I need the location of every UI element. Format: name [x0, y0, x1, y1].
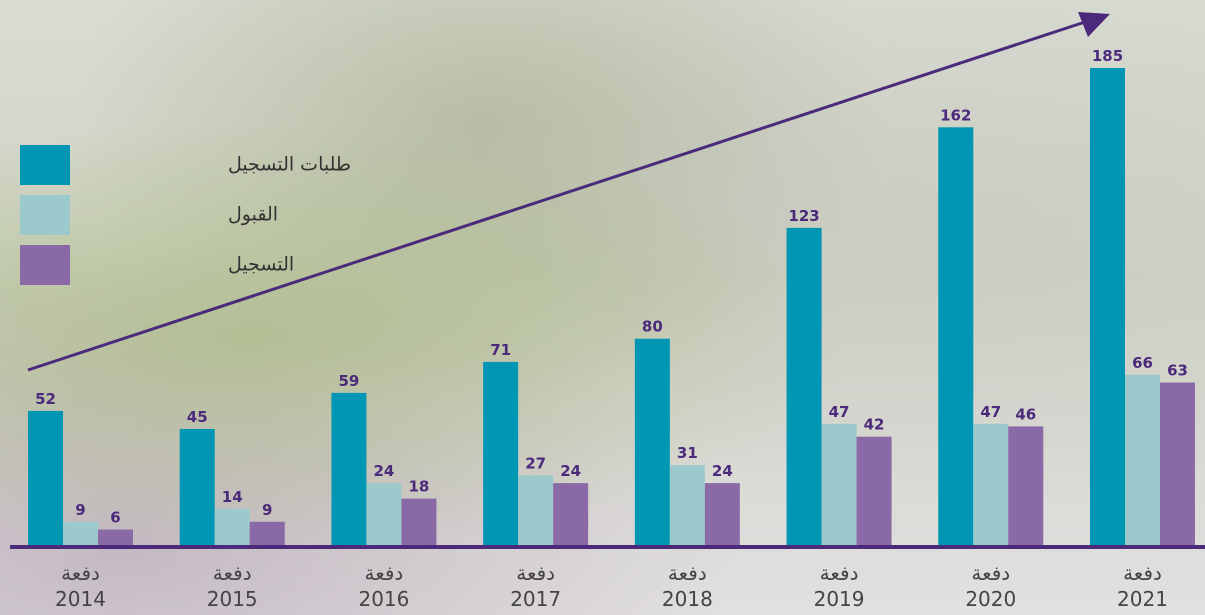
legend-swatch [20, 145, 70, 185]
value-label: 42 [864, 416, 885, 434]
value-label: 9 [75, 501, 85, 519]
legend-swatch [20, 195, 70, 235]
bar [857, 437, 892, 545]
value-label: 9 [262, 501, 272, 519]
bar [822, 424, 857, 545]
chart: 52 9 6 45 14 9 59 24 18 71 27 24 80 31 24 123 47 42 162 47 4… [0, 0, 1205, 615]
arrow-head [1078, 12, 1110, 37]
bar [1125, 375, 1160, 545]
value-label: 59 [338, 372, 359, 390]
trend-arrow [28, 22, 1085, 370]
value-label: 52 [35, 390, 56, 408]
bar [973, 424, 1008, 545]
value-label: 47 [829, 403, 850, 421]
value-label: 71 [490, 341, 511, 359]
value-label: 24 [373, 462, 394, 480]
category-label: دفعة 2020 [931, 560, 1051, 612]
bar [180, 429, 215, 545]
bar [215, 509, 250, 545]
chart-page: 52 9 6 45 14 9 59 24 18 71 27 24 80 31 24 123 47 42 162 47 4… [0, 0, 1205, 615]
category-label: دفعة 2016 [324, 560, 444, 612]
bar [401, 499, 436, 545]
category-label: دفعة 2014 [21, 560, 141, 612]
value-label: 45 [187, 408, 208, 426]
category-label: دفعة 2019 [779, 560, 899, 612]
bar [331, 393, 366, 545]
bar [63, 522, 98, 545]
value-label: 24 [560, 462, 581, 480]
value-label: 80 [642, 318, 663, 336]
value-label: 123 [788, 207, 819, 225]
bar [670, 465, 705, 545]
bar [28, 411, 63, 545]
bar [98, 530, 133, 545]
value-label: 18 [408, 478, 429, 496]
value-label: 24 [712, 462, 733, 480]
bar [553, 483, 588, 545]
legend-label: طلبات التسجيل [228, 154, 351, 176]
bar [635, 339, 670, 545]
bar [366, 483, 401, 545]
category-label: دفعة 2017 [476, 560, 596, 612]
bar [1008, 426, 1043, 545]
category-label: دفعة 2015 [172, 560, 292, 612]
value-label: 162 [940, 106, 971, 124]
category-label: دفعة 2021 [1083, 560, 1203, 612]
value-label: 27 [525, 454, 546, 472]
value-label: 31 [677, 444, 698, 462]
legend-label: القبول [228, 204, 278, 226]
value-label: 6 [110, 509, 120, 527]
value-label: 14 [222, 488, 243, 506]
bar [250, 522, 285, 545]
legend-label: التسجيل [228, 254, 294, 276]
value-label: 47 [980, 403, 1001, 421]
bar [1090, 68, 1125, 545]
bar [938, 127, 973, 545]
bar [787, 228, 822, 545]
bar [483, 362, 518, 545]
bar [518, 475, 553, 545]
category-label: دفعة 2018 [627, 560, 747, 612]
bar [705, 483, 740, 545]
bar [1160, 383, 1195, 545]
legend-swatch [20, 245, 70, 285]
value-label: 63 [1167, 362, 1188, 380]
value-label: 66 [1132, 354, 1153, 372]
value-label: 46 [1015, 405, 1036, 423]
value-label: 185 [1092, 47, 1123, 65]
